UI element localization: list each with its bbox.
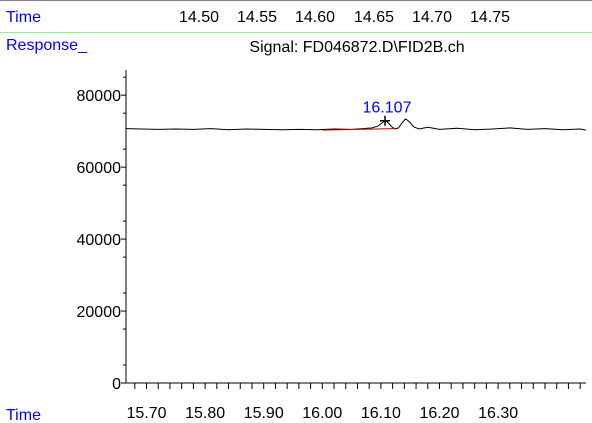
bottom-time-label: Time [6,407,41,423]
x-tick-label: 15.90 [244,405,284,422]
y-tick-label: 40000 [77,232,122,249]
y-tick-label: 20000 [77,304,122,321]
plot-area: 16.107 [125,100,587,131]
previous-panel-strip: Time 14.50 14.55 14.60 14.65 14.70 14.75 [0,0,592,33]
peak-label: 16.107 [363,100,412,117]
previous-panel-ticks: 14.50 14.55 14.60 14.65 14.70 14.75 [179,9,510,26]
previous-panel-tick-label: 14.65 [354,9,394,26]
previous-panel-tick-label: 14.50 [179,9,219,26]
axes: 0 20000 40000 60000 80000 15.70 15.80 15.90 16.0… [77,70,586,422]
signal-trace-line [125,118,587,131]
y-tick-label: 0 [112,376,121,393]
previous-panel-tick-label: 14.55 [237,9,277,26]
top-time-label: Time [6,9,41,26]
x-tick-label: 16.20 [419,405,459,422]
chart-title: Signal: FD046872.D\FID2B.ch [249,39,464,56]
y-tick-label: 60000 [77,160,122,177]
integration-baseline [322,128,396,131]
x-tick-label: 15.70 [126,405,166,422]
response-label: Response_ [6,37,88,54]
previous-panel-tick-label: 14.75 [470,9,510,26]
previous-panel-tick-label: 14.60 [295,9,335,26]
x-tick-label: 16.30 [478,405,518,422]
previous-panel-tick-label: 14.70 [412,9,452,26]
x-tick-label: 15.80 [185,405,225,422]
y-tick-label: 80000 [77,88,122,105]
x-tick-label: 16.00 [302,405,342,422]
x-tick-label: 16.10 [361,405,401,422]
